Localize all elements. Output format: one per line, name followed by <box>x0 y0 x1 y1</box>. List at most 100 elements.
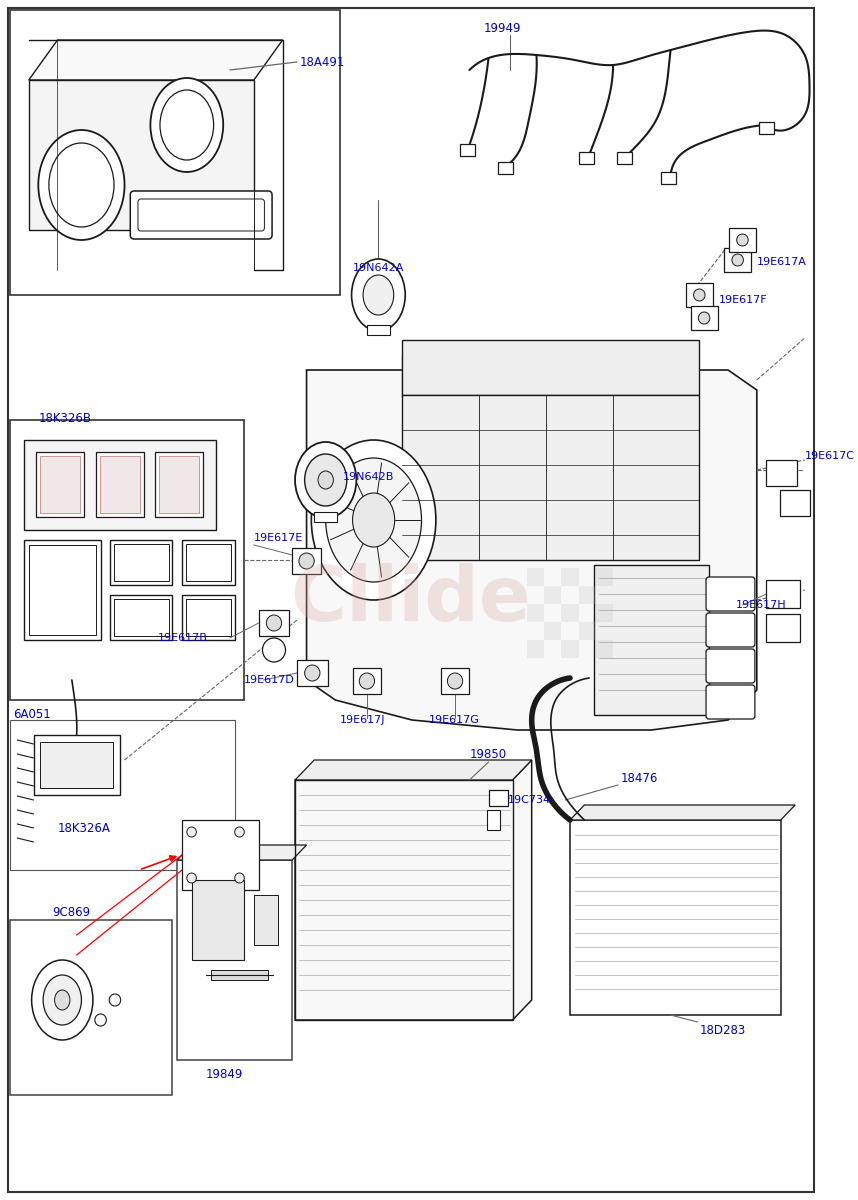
Text: 6A051: 6A051 <box>14 708 51 720</box>
Bar <box>159 456 199 514</box>
FancyBboxPatch shape <box>138 199 264 230</box>
Text: 19E617J: 19E617J <box>340 715 385 725</box>
Bar <box>110 595 172 640</box>
Bar <box>766 580 800 608</box>
Bar <box>488 790 508 806</box>
Bar <box>527 568 544 586</box>
Ellipse shape <box>295 442 356 518</box>
Bar <box>9 920 172 1094</box>
Text: 18K326A: 18K326A <box>57 822 111 834</box>
Bar <box>402 355 452 397</box>
Ellipse shape <box>318 470 334 490</box>
Bar <box>295 780 512 1020</box>
Bar <box>527 640 544 658</box>
Bar <box>578 359 621 392</box>
FancyBboxPatch shape <box>706 649 755 683</box>
Bar <box>293 548 321 574</box>
Text: 19E617H: 19E617H <box>735 600 786 610</box>
Bar <box>406 359 449 392</box>
Bar <box>353 668 381 694</box>
Bar <box>297 660 328 686</box>
Text: 19E617A: 19E617A <box>757 257 807 266</box>
Bar <box>561 640 578 658</box>
Bar <box>460 355 510 397</box>
Text: 19E617C: 19E617C <box>805 451 855 461</box>
Text: 18476: 18476 <box>621 772 658 785</box>
Text: 19850: 19850 <box>469 748 506 761</box>
Bar <box>686 283 713 307</box>
Bar <box>40 456 81 514</box>
Text: 19E617G: 19E617G <box>429 715 480 725</box>
Bar <box>182 540 235 584</box>
Bar <box>114 599 169 636</box>
Text: 19E617B: 19E617B <box>158 634 208 643</box>
Ellipse shape <box>266 614 281 631</box>
Bar <box>766 614 800 642</box>
Ellipse shape <box>305 454 347 506</box>
Ellipse shape <box>447 673 462 689</box>
Ellipse shape <box>299 553 314 569</box>
Bar <box>441 668 469 694</box>
Text: 18D283: 18D283 <box>699 1024 746 1037</box>
Bar <box>9 420 245 700</box>
Bar <box>517 355 567 397</box>
Bar <box>40 742 113 788</box>
Bar <box>780 490 811 516</box>
Bar <box>758 122 774 134</box>
Bar <box>578 586 595 604</box>
Polygon shape <box>24 440 215 530</box>
Ellipse shape <box>326 458 421 582</box>
Bar <box>402 340 699 395</box>
Ellipse shape <box>737 234 748 246</box>
Bar <box>463 359 506 392</box>
Ellipse shape <box>693 289 705 301</box>
Bar <box>617 152 632 164</box>
FancyBboxPatch shape <box>706 577 755 611</box>
Bar <box>498 162 513 174</box>
Ellipse shape <box>235 874 245 883</box>
Ellipse shape <box>187 874 196 883</box>
Text: 18A491: 18A491 <box>299 55 345 68</box>
Polygon shape <box>306 370 757 730</box>
Bar <box>578 152 594 164</box>
Bar <box>182 820 258 890</box>
Text: 19949: 19949 <box>484 22 522 35</box>
Polygon shape <box>570 805 795 820</box>
Bar <box>114 544 169 581</box>
Bar <box>561 568 578 586</box>
Ellipse shape <box>160 90 214 160</box>
Bar <box>24 540 100 640</box>
Ellipse shape <box>32 960 93 1040</box>
Ellipse shape <box>55 990 70 1010</box>
Bar <box>544 622 561 640</box>
Text: 18K326B: 18K326B <box>39 412 91 425</box>
Bar <box>402 395 699 560</box>
Bar <box>254 895 278 946</box>
Bar <box>211 970 269 980</box>
Bar <box>33 734 120 794</box>
Text: 19C734: 19C734 <box>508 794 551 805</box>
Ellipse shape <box>732 254 743 266</box>
Polygon shape <box>28 80 254 230</box>
Ellipse shape <box>352 259 405 331</box>
Ellipse shape <box>43 974 82 1025</box>
Bar <box>178 860 293 1060</box>
Polygon shape <box>295 760 532 780</box>
Bar <box>595 568 613 586</box>
Bar <box>486 810 500 830</box>
Bar <box>527 604 544 622</box>
Bar <box>521 359 564 392</box>
Bar <box>460 144 475 156</box>
Ellipse shape <box>263 638 286 662</box>
Ellipse shape <box>109 994 121 1006</box>
Bar <box>9 10 340 295</box>
Ellipse shape <box>311 440 436 600</box>
Text: 19E617F: 19E617F <box>718 295 767 305</box>
Bar <box>595 604 613 622</box>
Bar <box>544 586 561 604</box>
Text: Cllide: Cllide <box>291 563 531 637</box>
Text: 19N642B: 19N642B <box>343 472 395 482</box>
Bar <box>96 452 143 517</box>
Ellipse shape <box>305 665 320 680</box>
Bar <box>367 325 390 335</box>
